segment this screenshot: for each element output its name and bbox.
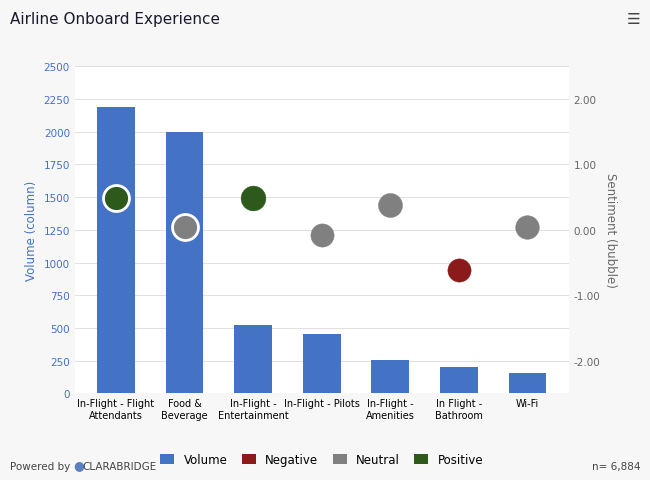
Point [317,232,327,240]
Text: ☰: ☰ [627,12,640,27]
Bar [371,360,409,394]
Point [111,195,122,203]
Bar [166,132,203,394]
Y-axis label: Volume (column): Volume (column) [25,180,38,280]
Y-axis label: Sentiment (bubble): Sentiment (bubble) [604,173,617,288]
Bar [440,368,478,394]
Legend: Volume, Negative, Neutral, Positive: Volume, Negative, Neutral, Positive [155,448,488,471]
Point [385,202,395,209]
Text: n= 6,884: n= 6,884 [592,461,640,471]
Bar [303,334,341,394]
Bar [508,373,546,394]
Text: CLARABRIDGE: CLARABRIDGE [83,461,157,471]
Point [248,195,259,203]
Point [454,267,464,275]
Text: Airline Onboard Experience: Airline Onboard Experience [10,12,220,27]
Text: ●: ● [73,458,84,471]
Point [179,223,190,231]
Text: Powered by: Powered by [10,461,70,471]
Point [522,223,532,231]
Bar [235,326,272,394]
Bar [98,108,135,394]
